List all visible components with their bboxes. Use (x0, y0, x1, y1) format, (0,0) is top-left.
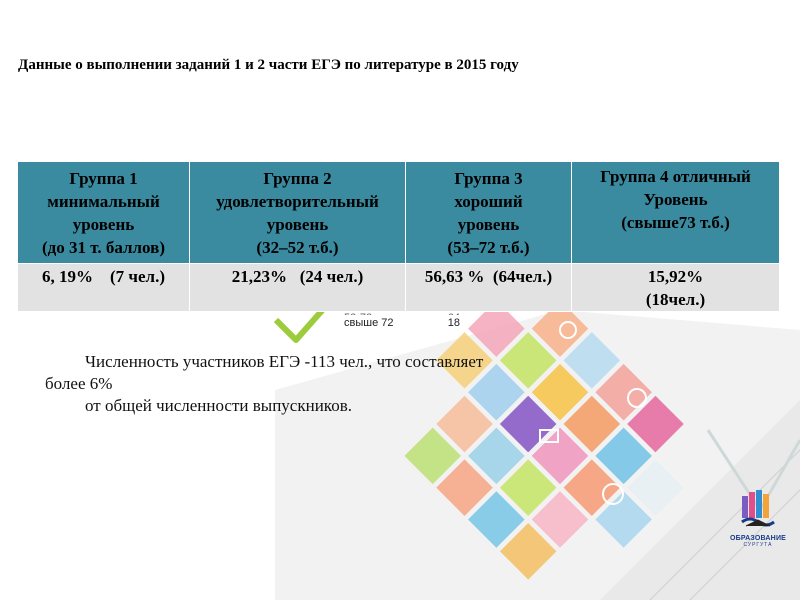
snippet-row: 53-72 64 (340, 310, 460, 315)
table-cell-group-2: 21,23% (24 чел.) (189, 263, 406, 312)
education-logo: ОБРАЗОВАНИЕ СУРГУТА (730, 488, 786, 566)
header-line: хороший (454, 191, 523, 211)
header-line: (до 31 т. баллов) (42, 237, 165, 257)
snippet-value: 18 (447, 317, 460, 329)
table-cell-group-4: 15,92% (18чел.) (571, 263, 780, 312)
books-logo-icon (741, 490, 775, 527)
logo-city: СУРГУТА (743, 542, 773, 548)
header-group-2: Группа 2 удовлетворительный уровень (32–… (189, 161, 406, 264)
table-header-row: Группа 1 минимальный уровень (до 31 т. б… (17, 161, 780, 264)
logo-title: ОБРАЗОВАНИЕ (730, 535, 787, 542)
header-line: минимальный (47, 191, 160, 211)
header-line: уровень (72, 214, 135, 234)
table-cell-group-3: 56,63 % (64чел.) (405, 263, 572, 312)
snippet-row: свыше 72 18 (340, 315, 460, 331)
header-line: Группа 2 (263, 168, 332, 188)
page-title: Данные о выполнении заданий 1 и 2 части … (18, 57, 519, 73)
header-line: (свыше73 т.б.) (621, 213, 730, 232)
data-snippet: 53-72 64 свыше 72 18 (340, 310, 460, 331)
header-group-1: Группа 1 минимальный уровень (до 31 т. б… (17, 161, 190, 264)
header-line: Группа 1 (69, 168, 138, 188)
cell-value: 6, 19% (7 чел.) (42, 267, 165, 286)
header-line: Уровень (643, 190, 708, 209)
text-line: более 6% (45, 374, 113, 393)
text-line: Численность участников ЕГЭ -113 чел., чт… (85, 352, 484, 371)
cell-value: 21,23% (24 чел.) (231, 267, 364, 286)
cell-value: 15,92% (647, 267, 704, 286)
snippet-label: свыше 72 (344, 317, 394, 329)
header-line: уровень (457, 214, 520, 234)
results-table: Группа 1 минимальный уровень (до 31 т. б… (17, 161, 780, 312)
participants-text: Численность участников ЕГЭ -113 чел., чт… (45, 351, 565, 417)
text-line: от общей численности выпускников. (85, 396, 352, 415)
header-line: уровень (266, 214, 329, 234)
header-group-4: Группа 4 отличный Уровень (свыше73 т.б.) (571, 161, 780, 264)
header-line: (53–72 т.б.) (447, 237, 530, 257)
snippet-value: 64 (434, 310, 460, 315)
header-line: (32–52 т.б.) (256, 237, 339, 257)
header-line: Группа 4 отличный (600, 167, 751, 186)
header-line: Группа 3 (454, 168, 523, 188)
table-cell-group-1: 6, 19% (7 чел.) (17, 263, 190, 312)
cell-value: 56,63 % (64чел.) (424, 267, 553, 286)
header-group-3: Группа 3 хороший уровень (53–72 т.б.) (405, 161, 572, 264)
snippet-label: 53-72 (340, 310, 434, 315)
table-row: 6, 19% (7 чел.) 21,23% (24 чел.) 56,63 %… (17, 263, 780, 312)
header-line: удовлетворительный (216, 191, 379, 211)
cell-value: (18чел.) (645, 290, 706, 309)
